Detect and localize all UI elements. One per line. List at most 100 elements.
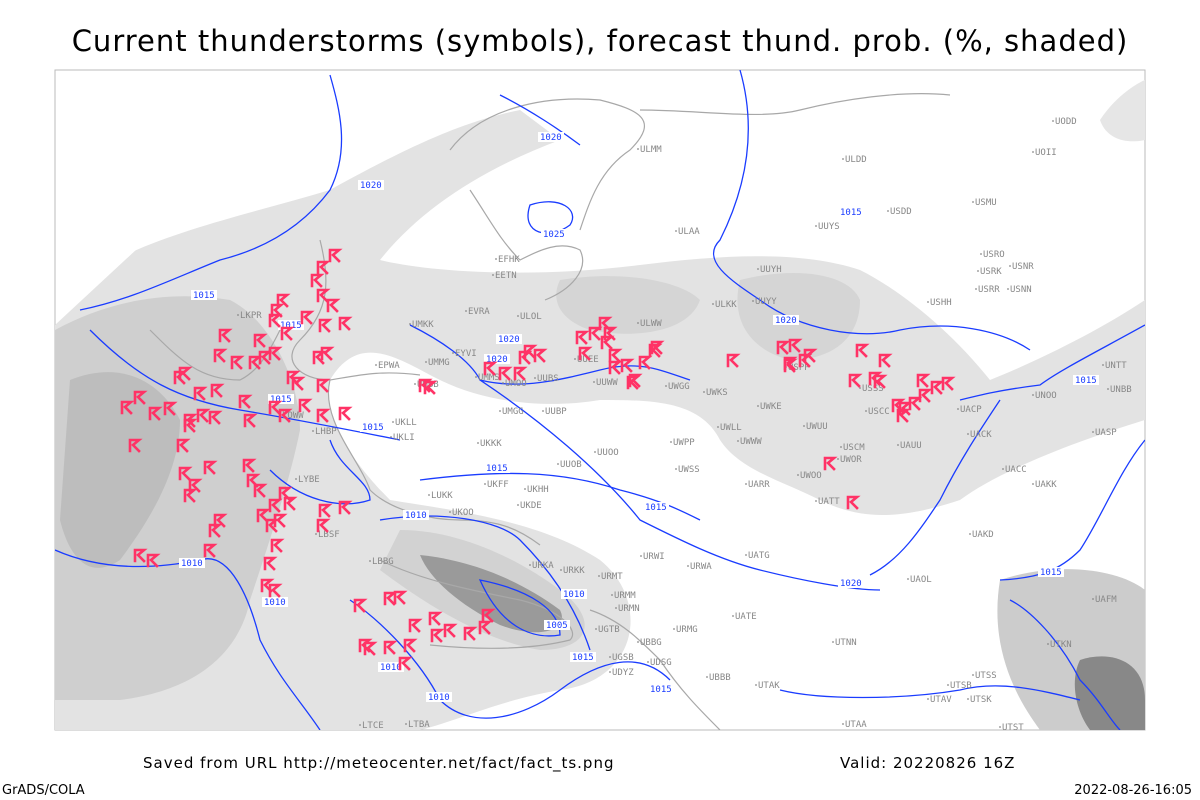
isobar-label: 1020 — [486, 355, 508, 365]
thunderstorm-symbol-icon — [242, 458, 257, 473]
station-label: LTCE — [362, 721, 384, 731]
station-label: URWA — [690, 562, 712, 572]
thunderstorm-symbol-icon — [463, 626, 478, 641]
station-label: UDYZ — [612, 668, 634, 678]
thunderstorm-symbol-icon — [146, 553, 161, 568]
thunderstorm-symbol-icon — [603, 326, 618, 341]
thunderstorm-symbol-icon — [918, 388, 933, 403]
thunderstorm-symbol-icon — [443, 623, 458, 638]
thunderstorm-symbol-icon — [163, 401, 178, 416]
thunderstorm-symbol-icon — [183, 413, 198, 428]
thunderstorm-symbol-icon — [776, 340, 791, 355]
station-label: USCC — [868, 407, 890, 417]
station-label: ULMM — [640, 145, 662, 155]
thunderstorm-symbol-icon — [316, 260, 331, 275]
station-label: UMKK — [412, 320, 434, 330]
thunderstorm-symbol-icon — [878, 353, 893, 368]
station-label: UWSS — [678, 465, 700, 475]
station-label: USRK — [980, 267, 1002, 277]
isobar-label: 1020 — [360, 181, 382, 191]
station-label: UWKE — [760, 402, 782, 412]
station-label: URMG — [676, 625, 698, 635]
thunderstorm-symbol-icon — [128, 438, 143, 453]
thunderstorm-symbol-icon — [498, 366, 513, 381]
thunderstorm-symbol-icon — [478, 620, 493, 635]
station-label: URMT — [601, 572, 623, 582]
thunderstorm-symbol-icon — [263, 556, 278, 571]
isobar-label: 1010 — [264, 598, 286, 608]
station-label: USCM — [843, 443, 865, 453]
station-label: USDD — [890, 207, 912, 217]
station-label: UTAV — [930, 695, 952, 705]
station-label: URWI — [643, 552, 665, 562]
thunderstorm-symbol-icon — [930, 380, 945, 395]
isobar-label: 1010 — [428, 693, 450, 703]
thunderstorm-symbol-icon — [270, 538, 285, 553]
thunderstorm-symbol-icon — [318, 318, 333, 333]
station-label: UARR — [748, 480, 770, 490]
thunderstorm-symbol-icon — [338, 316, 353, 331]
isobar-label: 1005 — [546, 621, 568, 631]
isobar-label: 1015 — [270, 395, 292, 405]
thunderstorm-symbol-icon — [326, 298, 341, 313]
station-label: UWOO — [800, 471, 822, 481]
thunderstorm-symbol-icon — [268, 400, 283, 415]
thunderstorm-symbol-icon — [133, 548, 148, 563]
thunderstorm-symbol-icon — [328, 248, 343, 263]
isobars — [55, 70, 1145, 730]
thunderstorm-symbol-icon — [238, 394, 253, 409]
thunderstorm-symbol-icon — [276, 293, 291, 308]
station-label: UUWW — [596, 378, 618, 388]
thunderstorm-symbol-icon — [896, 408, 911, 423]
thunderstorm-symbol-icon — [598, 316, 613, 331]
thunderstorm-symbol-icon — [183, 488, 198, 503]
station-label: LYBE — [298, 475, 320, 485]
station-label: LTBA — [408, 720, 430, 730]
station-label: UUBP — [545, 407, 567, 417]
station-label: UNBB — [1110, 385, 1132, 395]
station-label: UNTT — [1105, 361, 1127, 371]
thunderstorm-symbol-icon — [628, 373, 643, 388]
thunderstorm-symbol-icon — [338, 500, 353, 515]
probability-shading — [55, 80, 1145, 730]
thunderstorm-symbol-icon — [310, 273, 325, 288]
station-label: UUEE — [577, 355, 599, 365]
station-label: EYVI — [455, 349, 477, 359]
thunderstorm-symbol-icon — [208, 523, 223, 538]
station-label: USRR — [978, 285, 1000, 295]
station-label: ULKK — [715, 300, 737, 310]
thunderstorm-symbol-icon — [196, 408, 211, 423]
thunderstorm-symbol-icon — [408, 618, 423, 633]
thunderstorm-symbol-icon — [513, 366, 528, 381]
thunderstorm-symbol-icon — [193, 386, 208, 401]
thunderstorm-symbol-icon — [523, 344, 538, 359]
map-title: Current thunderstorms (symbols), forecas… — [71, 24, 1129, 58]
station-label: ULOL — [520, 312, 542, 322]
thunderstorm-symbol-icon — [210, 383, 225, 398]
isobar-label: 1015 — [486, 464, 508, 474]
station-label: UASP — [1095, 428, 1117, 438]
station-label: UTST — [1002, 723, 1024, 733]
thunderstorm-symbol-icon — [726, 353, 741, 368]
thunderstorm-symbol-icon — [213, 513, 228, 528]
thunderstorm-symbol-icon — [846, 495, 861, 510]
station-label: USMU — [975, 198, 997, 208]
station-label: UWPP — [673, 438, 695, 448]
station-label: UACP — [960, 405, 982, 415]
thunderstorm-symbol-icon — [353, 598, 368, 613]
station-label: UACC — [1005, 465, 1027, 475]
station-label: UKLI — [393, 433, 415, 443]
station-label: EETN — [495, 271, 517, 281]
station-label: UBBB — [709, 673, 731, 683]
station-label: UGSB — [612, 653, 634, 663]
thunderstorm-symbol-icon — [218, 328, 233, 343]
station-label: UMBB — [417, 380, 439, 390]
station-label: UTSK — [970, 695, 992, 705]
station-label: UUYS — [818, 222, 840, 232]
thunderstorm-symbol-icon — [398, 656, 413, 671]
station-label: LBBG — [372, 557, 394, 567]
station-label: UWLL — [720, 423, 742, 433]
isobar-label: 1015 — [1075, 376, 1097, 386]
thunderstorm-symbol-icon — [260, 578, 275, 593]
